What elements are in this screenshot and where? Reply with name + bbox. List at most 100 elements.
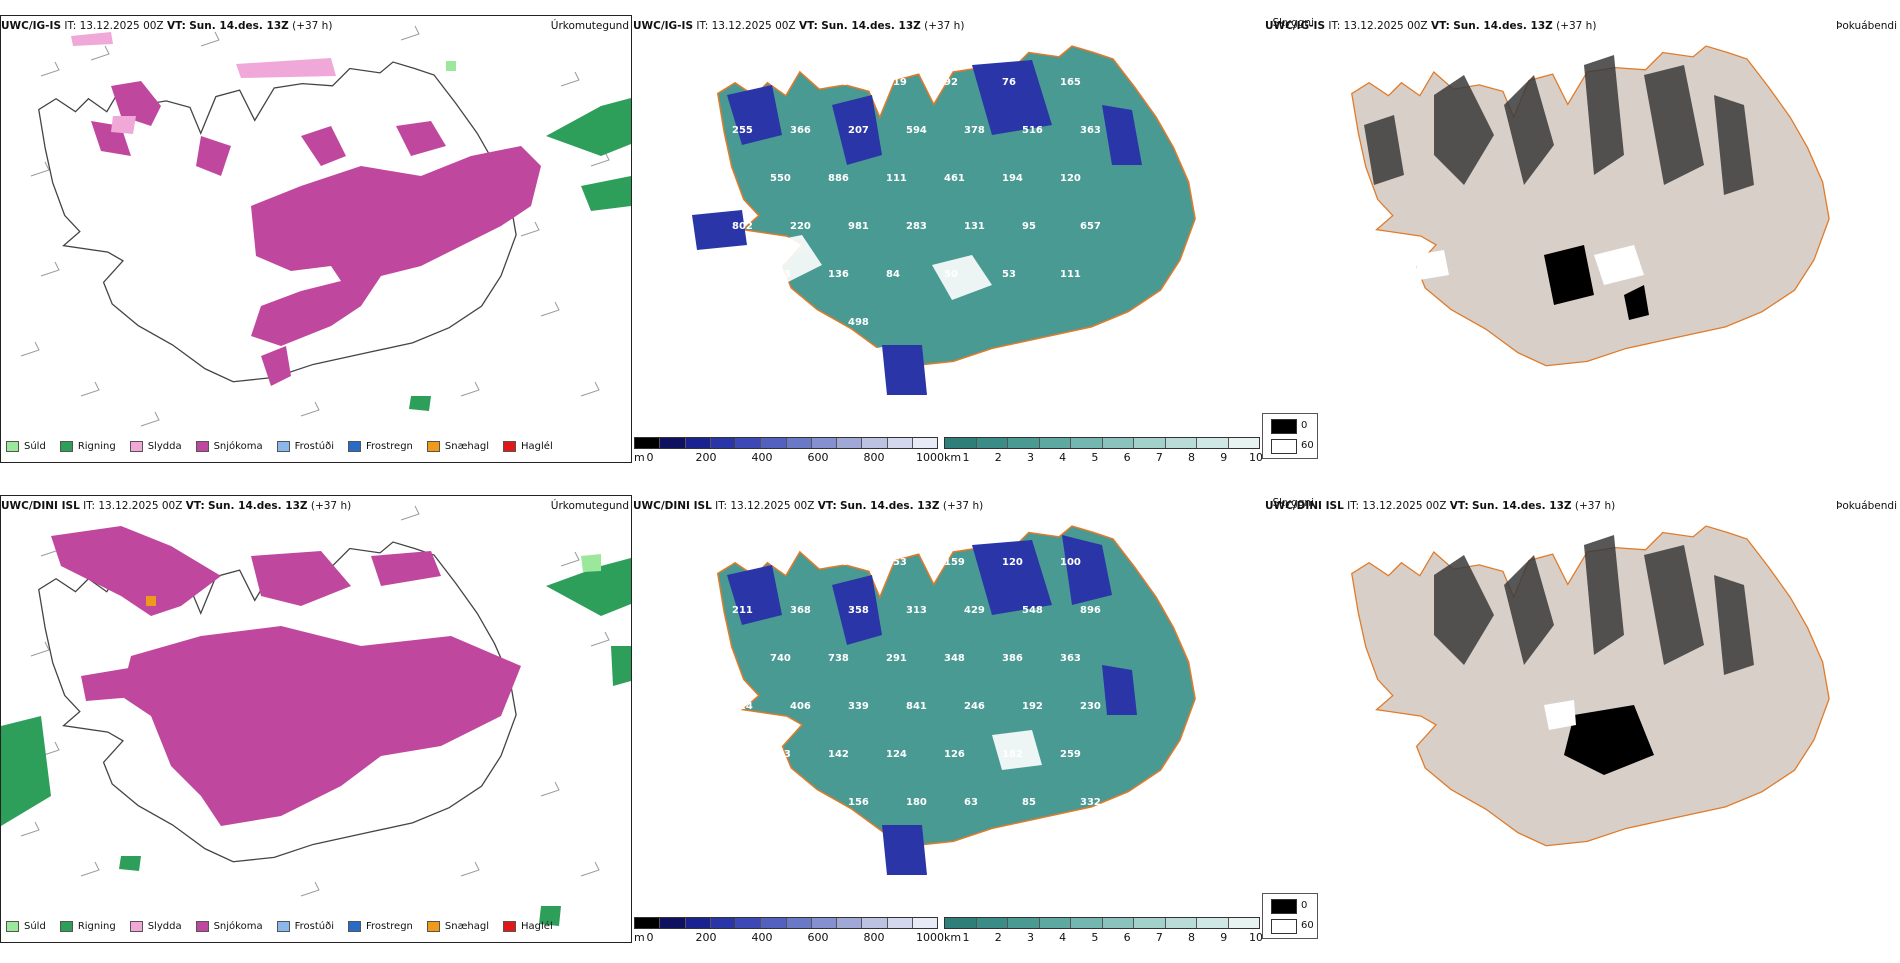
visibility-title: Skyggni [1272,497,1315,509]
visibility-km-unit: km [944,451,962,464]
colorbar-swatch [811,438,837,448]
colorbar-swatch [912,918,937,928]
visibility-value-label: 363 [1080,125,1101,136]
colorbar-tick: 9 [1220,451,1228,464]
visibility-value-label: 108 [770,77,791,88]
visibility-value-label: 291 [886,653,907,664]
drizzle-area [446,61,456,71]
visibility-value-label: 120 [1002,557,1023,568]
visibility-value-label: 136 [828,269,849,280]
colorbar-tick: 3 [1026,931,1034,944]
visibility-km-colorbar [944,917,1260,929]
visibility-value-label: 246 [790,797,811,808]
visibility-value-label: 516 [1022,125,1043,136]
visibility-value-label: 153 [886,557,907,568]
colorbar-swatch [736,918,762,928]
fog-header: UWC/DINI ISL IT: 13.12.2025 00Z VT: Sun.… [1265,500,1616,512]
legend-item: Snjókoma [195,921,263,932]
visibility-m-colorbar [634,437,938,449]
visibility-value-label: 192 [1022,701,1043,712]
fog-legend: 0 60 [1262,893,1318,939]
precip-type-panel: UWC/DINI ISL IT: 13.12.2025 00Z VT: Sun.… [0,495,632,963]
colorbar-swatch [811,918,837,928]
visibility-value-label: 738 [828,653,849,664]
colorbar-swatch [1071,438,1103,448]
colorbar-swatch [887,438,913,448]
colorbar-tick: 9 [1220,931,1228,944]
legend-item: Snjókoma [195,441,263,452]
colorbar-tick: 800 [863,931,885,944]
visibility-value-label: 233 [770,269,791,280]
legend-item: Haglél [503,921,553,932]
fog-map [1264,15,1900,415]
colorbar-tick: 1 [962,451,970,464]
visibility-value-label: 332 [1080,797,1101,808]
visibility-value-label: 120 [1060,173,1081,184]
colorbar-swatch [635,918,661,928]
visibility-value-label: 131 [964,221,985,232]
colorbar-swatch [1228,918,1259,928]
colorbar-swatch [862,918,888,928]
colorbar-tick: 1000 [916,451,944,464]
visibility-value-label: 85 [1022,797,1036,808]
visibility-value-label: 378 [964,125,985,136]
fog-map [1264,495,1900,895]
visibility-value-label: 657 [1080,221,1101,232]
colorbar-tick: 4 [1059,931,1067,944]
precip-header: UWC/IG-IS IT: 13.12.2025 00Z VT: Sun. 14… [1,20,333,32]
sleet-area [71,32,336,134]
visibility-value-label: 211 [732,605,753,616]
colorbar-swatch [837,438,863,448]
visibility-value-label: 180 [906,797,927,808]
visibility-value-label: 263 [770,749,791,760]
colorbar-swatch [710,918,736,928]
visibility-value-label: 621 [712,269,733,280]
visibility-value-label: 220 [790,221,811,232]
colorbar-swatch [1071,918,1103,928]
legend-item: Snæhagl [426,441,489,452]
colorbar-swatch [887,918,913,928]
colorbar-tick: 0 [646,451,654,464]
visibility-value-label: 86 [712,77,726,88]
visibility-value-label: 348 [944,653,965,664]
visibility-value-label: 53 [1002,269,1016,280]
colorbar-tick: 5 [1091,451,1099,464]
colorbar-tick: 3 [1026,451,1034,464]
legend-item: Frostregn [348,921,413,932]
visibility-value-label: 165 [1060,77,1081,88]
fog-panel: UWC/IG-IS IT: 13.12.2025 00Z VT: Sun. 14… [1264,15,1900,483]
visibility-labels: 86 108 213 119 92 76 165 255 366 207 594 378 516 363 8… [712,77,1101,328]
visibility-value-label: 896 [1080,605,1101,616]
colorbar-tick: 200 [695,451,717,464]
fog-map-svg [1351,45,1830,367]
precip-legend: Súld Rigning Slydda Snjókoma Frostúði Fr… [6,921,567,932]
colorbar-tick: 10 [1249,931,1263,944]
visibility-m-unit: m [634,931,645,944]
colorbar-swatch [976,438,1008,448]
visibility-value-label: 136 [770,557,791,568]
visibility-value-label: 358 [848,605,869,616]
legend-item: Rigning [59,921,116,932]
precip-legend: Súld Rigning Slydda Snjókoma Frostúði Fr… [6,441,567,452]
visibility-value-label: 159 [944,557,965,568]
colorbar-swatch [685,438,711,448]
colorbar-tick: 8 [1188,931,1196,944]
precip-title: Úrkomutegund [550,500,629,512]
row-dini-isl: UWC/DINI ISL IT: 13.12.2025 00Z VT: Sun.… [0,480,1900,950]
visibility-value-label: 84 [886,269,900,280]
colorbar-swatch [786,918,812,928]
colorbar-tick: 4 [1059,451,1067,464]
visibility-value-label: 461 [944,173,965,184]
colorbar-swatch [945,438,977,448]
colorbar-swatch [1039,918,1071,928]
visibility-title: Skyggni [1272,17,1315,29]
colorbar-tick: 0 [646,931,654,944]
visibility-value-label: 119 [886,77,907,88]
visibility-value-label: 246 [964,701,985,712]
legend-item: Frostúði [276,441,334,452]
colorbar-tick: 2 [994,931,1002,944]
visibility-value-label: 238 [712,749,733,760]
visibility-value-label: 386 [1002,653,1023,664]
colorbar-tick: 6 [1123,451,1131,464]
visibility-value-label: 76 [1002,77,1016,88]
